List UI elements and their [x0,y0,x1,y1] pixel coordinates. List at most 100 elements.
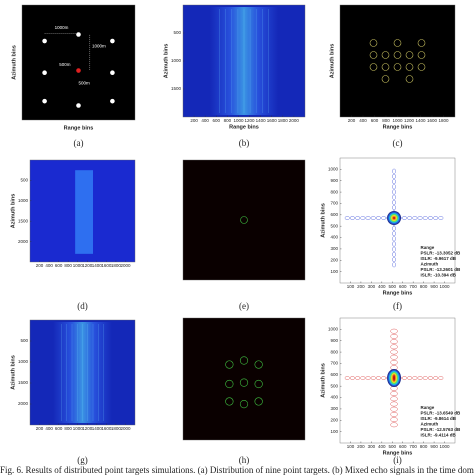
image [339,4,456,118]
y-tick-label: 1000 [328,167,339,172]
sidelobe [390,328,398,334]
x-tick-label: 600 [371,118,379,123]
image [21,4,136,121]
sidelobe [412,376,418,380]
x-tick-label: 200 [36,263,44,268]
target [254,397,263,406]
target [369,51,378,59]
panel-label: (i) [393,455,402,465]
x-tick-label: 2000 [120,426,131,431]
sidelobe [407,376,413,380]
x-tick-label: 200 [357,284,365,289]
y-tick-label: 500 [330,223,338,228]
x-tick-label: 1600 [267,118,278,123]
y-tick-label: 1500 [18,380,29,385]
x-tick-label: 700 [409,444,417,449]
sidelobe [390,411,398,417]
point-target [110,38,115,44]
y-tick-label: 700 [330,201,338,206]
point-target [76,32,81,37]
y-tick-label: 100 [330,429,338,434]
sidelobe [360,216,366,220]
panel-label: (a) [74,138,84,148]
y-tick-label: 200 [330,257,338,262]
sidelobe [428,376,433,380]
x-tick-label: 800 [64,426,72,431]
sidelobe [438,216,444,220]
sidelobe [390,406,398,412]
sidelobe [390,344,398,350]
legend-text: ISLR: -9.9617 dB [421,256,457,261]
legend-text: ISLR: -9.8614 dB [421,416,457,421]
y-tick-label: 2000 [18,239,29,244]
legend-text: Range [421,405,435,410]
target [405,63,414,71]
sidelobe [390,339,398,345]
panel-label: (c) [393,138,403,148]
x-tick-label: 1600 [101,426,112,431]
y-tick-label: 500 [20,178,28,183]
x-tick-label: 700 [409,284,417,289]
sidelobe [355,216,361,220]
sidelobe [355,376,361,380]
x-tick-label: 800 [420,444,428,449]
sidelobe [390,396,398,402]
target [393,51,402,59]
legend-text: Azimuth [421,262,439,267]
sidelobe [390,401,398,407]
mainlobe [393,375,396,381]
y-tick-label: 1500 [171,86,182,91]
sidelobe [365,376,371,380]
y-axis-label: Azimuth bins [320,363,326,398]
sidelobe [392,199,396,205]
sidelobe [433,216,439,220]
y-tick-label: 400 [330,235,338,240]
legend-text: Azimuth [421,422,439,427]
x-tick-label: 1400 [415,118,426,123]
x-tick-label: 1000 [233,118,244,123]
sidelobe [433,376,439,380]
sidelobe [390,333,398,339]
caption: Fig. 6. Results of distributed point tar… [0,465,474,475]
x-tick-label: 400 [378,444,386,449]
x-tick-label: 900 [430,444,438,449]
sidelobe [344,216,350,220]
sidelobe [392,236,396,242]
x-tick-label: 1200 [82,426,93,431]
sidelobe [438,376,444,380]
annotation: 1000m [92,44,106,49]
sidelobe [390,354,398,360]
panel-label: (d) [77,301,88,311]
x-axis-label: Range bins [383,290,413,296]
point-target [76,68,81,73]
sidelobe [412,216,418,220]
sidelobe [392,257,396,263]
x-axis-label: Range bins [229,124,259,130]
target [417,39,426,47]
sidelobe [392,246,396,252]
x-axis-label: Range bins [64,125,94,131]
target [239,400,249,409]
annotation: 500m [59,62,71,67]
sidelobe [381,376,387,380]
panel-label: (g) [77,455,88,465]
x-tick-label: 200 [357,444,365,449]
sidelobe [376,376,381,380]
target [225,379,234,389]
sidelobe [390,359,398,365]
x-tick-label: 1800 [111,263,122,268]
x-tick-label: 400 [45,426,53,431]
y-tick-label: 500 [330,383,338,388]
sidelobe [390,349,398,355]
sidelobe [392,189,396,195]
sidelobe [392,251,396,257]
x-tick-label: 1400 [256,118,267,123]
y-tick-label: 100 [330,269,338,274]
y-tick-label: 900 [330,338,338,343]
x-tick-label: 600 [55,263,63,268]
sidelobe [392,241,396,247]
point-target [76,103,81,108]
x-tick-label: 400 [201,118,209,123]
x-tick-label: 1600 [427,118,438,123]
